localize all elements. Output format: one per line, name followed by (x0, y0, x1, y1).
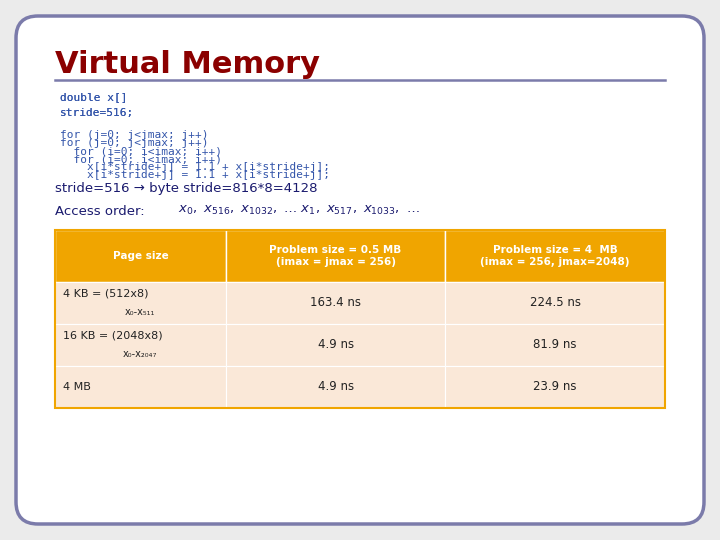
Text: for (j=0; j<jmax; j++): for (j=0; j<jmax; j++) (60, 130, 209, 140)
Text: Virtual Memory: Virtual Memory (55, 50, 320, 79)
Text: $x_0,\ x_{516},\ x_{1032},\ \ldots\ x_1,\ x_{517},\ x_{1033},\ \ldots$: $x_0,\ x_{516},\ x_{1032},\ \ldots\ x_1,… (178, 204, 420, 217)
Text: stride=516;: stride=516; (60, 108, 134, 118)
Bar (446, 282, 665, 324)
Text: Problem size = 4  MB
(imax = 256, jmax=2048): Problem size = 4 MB (imax = 256, jmax=20… (480, 245, 630, 267)
Text: 4 KB = (512x8): 4 KB = (512x8) (63, 289, 148, 299)
Text: 16 KB = (2048x8): 16 KB = (2048x8) (63, 331, 163, 341)
Text: 4.9 ns: 4.9 ns (318, 381, 354, 394)
Text: Problem size = 0.5 MB
(imax = jmax = 256): Problem size = 0.5 MB (imax = jmax = 256… (269, 245, 402, 267)
Bar (55, 282, 226, 324)
Text: 4 MB: 4 MB (63, 382, 91, 392)
Text: Page size: Page size (112, 251, 168, 261)
Text: x[i*stride+j] = 1.1 + x[i*stride+j];: x[i*stride+j] = 1.1 + x[i*stride+j]; (60, 162, 330, 172)
Bar (55, 366, 226, 408)
Bar (446, 366, 665, 408)
Bar (55, 324, 226, 366)
Bar (226, 324, 446, 366)
Bar (55, 230, 665, 408)
Bar (226, 366, 446, 408)
Text: for (i=0; i<imax; i++): for (i=0; i<imax; i++) (60, 154, 222, 164)
Text: 81.9 ns: 81.9 ns (534, 339, 577, 352)
Bar (446, 230, 665, 282)
Text: for (i=0; i<imax; i++): for (i=0; i<imax; i++) (60, 146, 222, 156)
Text: 224.5 ns: 224.5 ns (530, 296, 581, 309)
Bar (226, 282, 446, 324)
Text: x₀-x₅₁₁: x₀-x₅₁₁ (125, 307, 156, 317)
Bar (55, 230, 226, 282)
Text: double x[]: double x[] (60, 92, 127, 102)
Bar (446, 324, 665, 366)
Text: x₀-x₂₀₄₇: x₀-x₂₀₄₇ (123, 349, 158, 359)
Text: for (j=0; j<jmax; j++): for (j=0; j<jmax; j++) (60, 138, 209, 148)
Text: double x[]: double x[] (60, 92, 127, 102)
Text: stride=516 → byte stride=816*8=4128: stride=516 → byte stride=816*8=4128 (55, 182, 318, 195)
Text: 163.4 ns: 163.4 ns (310, 296, 361, 309)
Text: x[i*stride+j] = 1.1 + x[i*stride+j];: x[i*stride+j] = 1.1 + x[i*stride+j]; (60, 170, 330, 180)
Text: 23.9 ns: 23.9 ns (534, 381, 577, 394)
Text: stride=516;: stride=516; (60, 108, 134, 118)
Bar (226, 230, 446, 282)
Text: 4.9 ns: 4.9 ns (318, 339, 354, 352)
FancyBboxPatch shape (16, 16, 704, 524)
Text: Access order:: Access order: (55, 205, 149, 218)
